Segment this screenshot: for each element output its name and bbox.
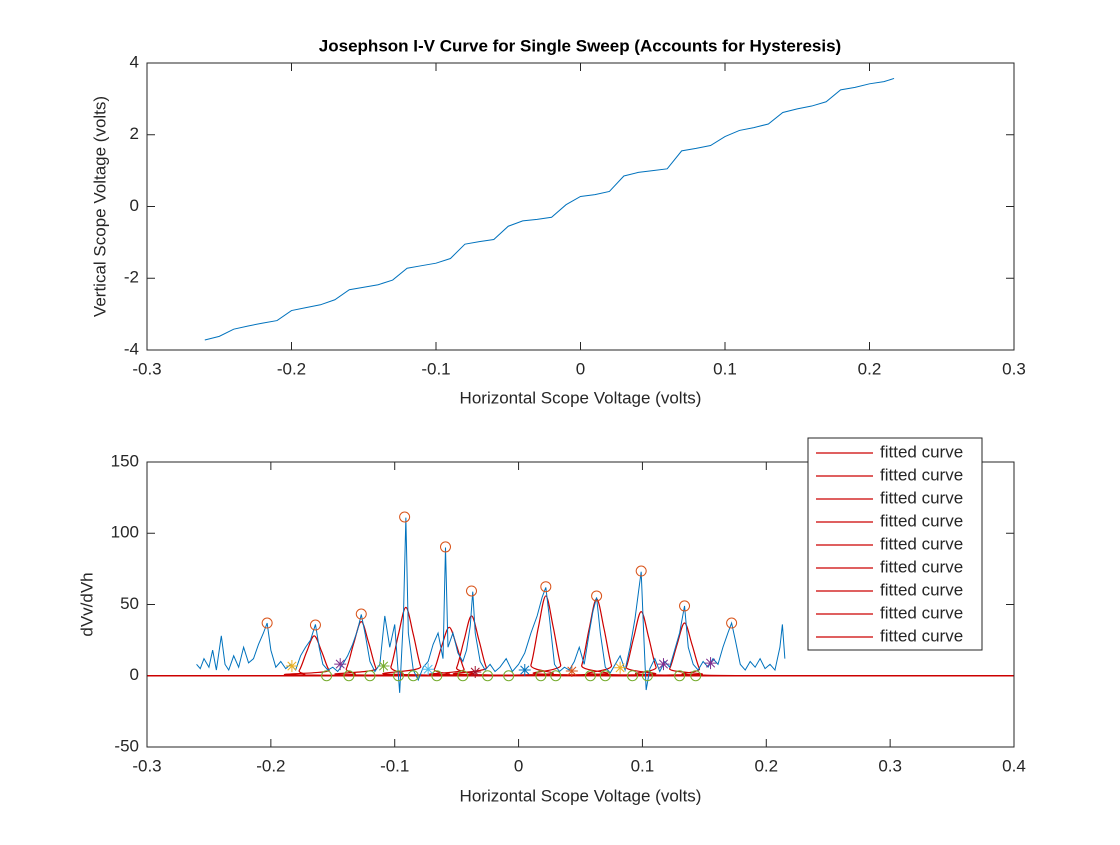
plot-area	[147, 63, 1014, 350]
zero-marker	[457, 670, 469, 682]
legend-label: fitted curve	[880, 488, 963, 507]
x-axis-label: Horizontal Scope Voltage (volts)	[460, 786, 702, 805]
zero-marker	[392, 670, 404, 682]
zero-marker	[550, 670, 562, 682]
x-tick-label: 0.1	[631, 756, 655, 775]
y-tick-label: 0	[130, 196, 139, 215]
star-marker	[377, 660, 390, 673]
peak-marker	[466, 585, 478, 597]
legend-label: fitted curve	[880, 603, 963, 622]
star-marker	[657, 658, 670, 671]
x-tick-label: -0.1	[421, 359, 450, 378]
star-marker	[334, 658, 347, 671]
zero-marker	[535, 670, 547, 682]
x-tick-label: 0.2	[754, 756, 778, 775]
legend-label: fitted curve	[880, 465, 963, 484]
y-tick-label: 4	[130, 52, 139, 71]
peak-marker	[309, 619, 321, 631]
x-tick-label: 0	[576, 359, 585, 378]
legend-box	[807, 437, 983, 651]
y-tick-label: 50	[120, 594, 139, 613]
zero-marker	[503, 670, 515, 682]
legend-label: fitted curve	[880, 534, 963, 553]
star-marker	[518, 664, 531, 677]
axes-box	[146, 62, 1015, 351]
x-tick-label: 0.2	[858, 359, 882, 378]
star-marker	[422, 663, 435, 676]
legend-label: fitted curve	[880, 626, 963, 645]
star-marker	[285, 660, 298, 673]
zero-marker	[674, 670, 686, 682]
x-tick-label: -0.1	[380, 756, 409, 775]
x-tick-label: 0.4	[1002, 756, 1026, 775]
y-axis-label: dVv/dVh	[77, 572, 96, 636]
zero-marker	[599, 670, 611, 682]
peak-marker	[399, 511, 411, 523]
zero-marker	[690, 670, 702, 682]
peak-marker	[726, 617, 738, 629]
x-axis-label: Horizontal Scope Voltage (volts)	[460, 388, 702, 407]
x-tick-label: -0.3	[132, 359, 161, 378]
zero-marker	[431, 670, 443, 682]
peak-marker	[679, 600, 691, 612]
x-tick-label: 0.3	[1002, 359, 1026, 378]
peak-marker	[261, 617, 273, 629]
zero-marker	[482, 670, 494, 682]
star-marker	[704, 657, 717, 670]
peak-marker	[540, 581, 552, 593]
x-tick-label: 0	[514, 756, 523, 775]
zero-marker	[627, 670, 639, 682]
legend-label: fitted curve	[880, 557, 963, 576]
legend-label: fitted curve	[880, 442, 963, 461]
y-tick-label: 100	[111, 523, 139, 542]
x-tick-label: -0.2	[277, 359, 306, 378]
zero-marker	[321, 670, 333, 682]
zero-marker	[343, 670, 355, 682]
y-tick-label: 0	[130, 665, 139, 684]
zero-marker	[364, 670, 376, 682]
legend-label: fitted curve	[880, 580, 963, 599]
zero-marker	[584, 670, 596, 682]
zero-marker	[641, 670, 653, 682]
legend: fitted curve fitted curve fitted curve fitt…	[807, 437, 983, 651]
fitted-curve	[146, 622, 1015, 677]
zero-marker	[407, 670, 419, 682]
peak-marker	[355, 608, 367, 620]
y-tick-label: 150	[111, 451, 139, 470]
x-tick-label: 0.1	[713, 359, 737, 378]
x-tick-label: -0.2	[256, 756, 285, 775]
peak-marker	[439, 541, 451, 553]
star-marker	[614, 661, 627, 674]
peak-marker	[591, 590, 603, 602]
y-tick-label: 2	[130, 124, 139, 143]
legend-label: fitted curve	[880, 511, 963, 530]
y-tick-label: -50	[114, 736, 139, 755]
x-tick-label: 0.3	[878, 756, 902, 775]
y-tick-label: -2	[124, 268, 139, 287]
x-tick-label: -0.3	[132, 756, 161, 775]
data-line	[204, 77, 895, 341]
axes-box	[146, 461, 1015, 748]
y-tick-label: -4	[124, 339, 139, 358]
chart-title: Josephson I-V Curve for Single Sweep (Ac…	[319, 36, 841, 55]
star-marker	[565, 665, 578, 678]
y-axis-label: Vertical Scope Voltage (volts)	[90, 96, 109, 317]
peak-marker	[635, 565, 647, 577]
star-marker	[469, 666, 482, 679]
